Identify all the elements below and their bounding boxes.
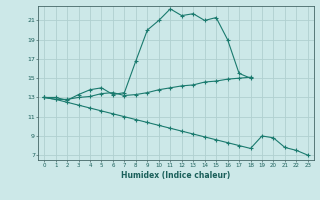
X-axis label: Humidex (Indice chaleur): Humidex (Indice chaleur) [121, 171, 231, 180]
